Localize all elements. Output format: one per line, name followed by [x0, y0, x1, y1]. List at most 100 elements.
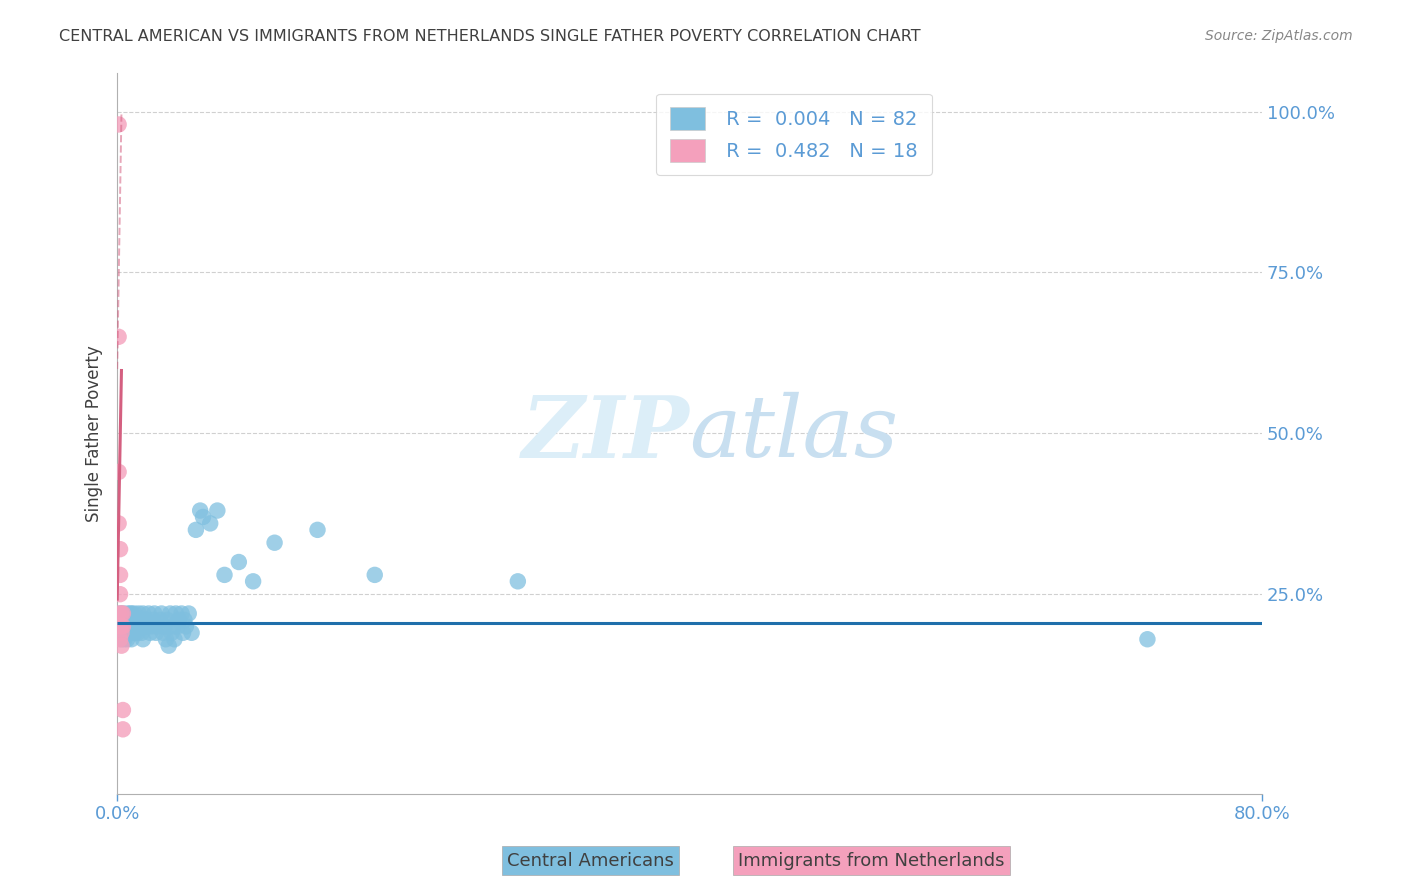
Point — [108, 607, 131, 621]
Point — [131, 625, 153, 640]
Point — [107, 465, 129, 479]
Point — [159, 607, 181, 621]
Point — [107, 516, 129, 531]
Point — [124, 607, 146, 621]
Point — [120, 625, 142, 640]
Point — [108, 587, 131, 601]
Point — [149, 613, 172, 627]
Point — [188, 503, 211, 517]
Point — [110, 625, 132, 640]
Point — [110, 639, 132, 653]
Point — [111, 703, 134, 717]
Point — [177, 607, 200, 621]
Point — [125, 619, 148, 633]
Point — [108, 619, 131, 633]
Point — [242, 574, 264, 589]
Point — [138, 607, 160, 621]
Point — [110, 632, 132, 647]
Point — [157, 639, 180, 653]
Point — [107, 619, 129, 633]
Point — [139, 625, 162, 640]
Point — [108, 632, 131, 647]
Point — [115, 632, 138, 647]
Text: Central Americans: Central Americans — [508, 852, 673, 870]
Point — [172, 625, 194, 640]
Point — [263, 535, 285, 549]
Point — [132, 607, 155, 621]
Point — [115, 619, 138, 633]
Text: Immigrants from Netherlands: Immigrants from Netherlands — [738, 852, 1005, 870]
Point — [132, 632, 155, 647]
Point — [114, 613, 136, 627]
Point — [167, 613, 190, 627]
Point — [120, 607, 142, 621]
Point — [142, 613, 165, 627]
Y-axis label: Single Father Poverty: Single Father Poverty — [86, 345, 103, 522]
Point — [108, 567, 131, 582]
Point — [128, 619, 150, 633]
Text: CENTRAL AMERICAN VS IMMIGRANTS FROM NETHERLANDS SINGLE FATHER POVERTY CORRELATIO: CENTRAL AMERICAN VS IMMIGRANTS FROM NETH… — [59, 29, 921, 44]
Point — [174, 619, 197, 633]
Point — [191, 510, 214, 524]
Point — [170, 607, 193, 621]
Point — [117, 619, 139, 633]
Point — [107, 607, 129, 621]
Text: Source: ZipAtlas.com: Source: ZipAtlas.com — [1205, 29, 1353, 43]
Point — [108, 625, 131, 640]
Point — [122, 613, 145, 627]
Point — [198, 516, 221, 531]
Point — [127, 625, 149, 640]
Point — [108, 542, 131, 557]
Point — [155, 632, 177, 647]
Point — [364, 567, 387, 582]
Point — [121, 607, 143, 621]
Point — [166, 619, 188, 633]
Point — [125, 613, 148, 627]
Point — [111, 607, 134, 621]
Point — [115, 607, 138, 621]
Point — [110, 619, 132, 633]
Point — [121, 619, 143, 633]
Point — [156, 613, 179, 627]
Legend:  R =  0.004   N = 82,  R =  0.482   N = 18: R = 0.004 N = 82, R = 0.482 N = 18 — [657, 94, 932, 176]
Point — [163, 632, 186, 647]
Point — [134, 619, 156, 633]
Point — [214, 567, 236, 582]
Point — [145, 625, 167, 640]
Point — [228, 555, 250, 569]
Point — [506, 574, 529, 589]
Point — [107, 118, 129, 132]
Point — [110, 607, 132, 621]
Point — [1136, 632, 1159, 647]
Point — [111, 619, 134, 633]
Point — [111, 619, 134, 633]
Point — [207, 503, 229, 517]
Point — [111, 607, 134, 621]
Text: ZIP: ZIP — [522, 392, 689, 475]
Text: atlas: atlas — [689, 392, 898, 475]
Point — [153, 619, 176, 633]
Point — [165, 607, 187, 621]
Point — [110, 619, 132, 633]
Point — [117, 625, 139, 640]
Point — [307, 523, 329, 537]
Point — [111, 625, 134, 640]
Point — [107, 330, 129, 344]
Point — [112, 619, 135, 633]
Point — [162, 619, 184, 633]
Point — [129, 613, 152, 627]
Point — [180, 625, 202, 640]
Point — [114, 619, 136, 633]
Point — [146, 619, 169, 633]
Point — [112, 613, 135, 627]
Point — [184, 523, 207, 537]
Point — [121, 632, 143, 647]
Point — [136, 619, 159, 633]
Point — [152, 625, 174, 640]
Point — [150, 607, 173, 621]
Point — [122, 619, 145, 633]
Point — [143, 607, 166, 621]
Point — [117, 613, 139, 627]
Point — [124, 625, 146, 640]
Point — [160, 625, 183, 640]
